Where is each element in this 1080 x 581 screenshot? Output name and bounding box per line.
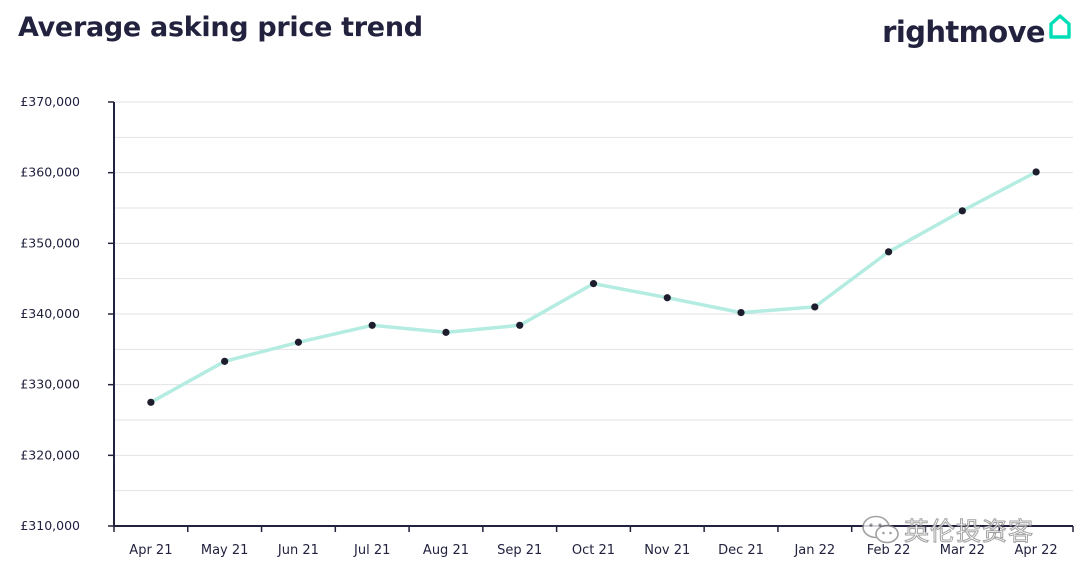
x-tick-label: May 21 [201, 543, 249, 558]
x-tick-labels: Apr 21 May 21 Jun 21 Jul 21 Aug 21 Sep 21 Oct … [129, 543, 1057, 558]
data-point [737, 308, 745, 317]
data-point [221, 357, 229, 365]
x-tick-label: Nov 21 [644, 543, 690, 558]
y-tick-label: £370,000 [20, 94, 80, 109]
data-point [147, 398, 155, 406]
rightmove-logo: rightmove [882, 10, 1074, 54]
watermark-text: 英伦投资客 [903, 517, 1035, 547]
y-tick-label: £330,000 [20, 377, 80, 392]
data-point [442, 328, 450, 336]
y-tick-label: £360,000 [20, 165, 80, 180]
y-tick-label: £320,000 [20, 447, 80, 462]
logo-text: rightmove [882, 15, 1045, 49]
data-point [958, 207, 966, 215]
data-point [811, 303, 819, 311]
x-tick-label: Jul 21 [353, 543, 390, 558]
chart-title: Average asking price trend [18, 12, 423, 43]
x-tick-label: Apr 22 [1015, 543, 1058, 558]
data-point [663, 294, 671, 302]
data-point [884, 248, 893, 256]
y-tick-labels: £310,000 £320,000 £330,000 £340,000 £350,000… [20, 94, 80, 533]
grid-lines [114, 101, 1073, 492]
y-tick-label: £340,000 [20, 306, 80, 321]
x-tick-label: Aug 21 [423, 543, 469, 558]
x-tick-label: Feb 22 [867, 543, 911, 558]
wechat-watermark: 英伦投资客 [860, 512, 1034, 548]
data-point [294, 338, 303, 346]
data-point [1032, 168, 1040, 176]
x-tick-label: Mar 22 [940, 543, 985, 558]
data-points [147, 168, 1040, 406]
house-outline-icon [1049, 14, 1071, 39]
x-tick-label: Jan 22 [793, 543, 835, 558]
wechat-icon [862, 515, 899, 544]
x-tick-label: Sep 21 [497, 543, 542, 558]
x-tick-label: Apr 21 [129, 543, 172, 558]
x-tick-label: Dec 21 [718, 543, 764, 558]
y-tick-label: £350,000 [20, 235, 80, 250]
data-point [589, 280, 598, 288]
axes [108, 101, 1074, 532]
x-tick-label: Oct 21 [572, 543, 615, 558]
data-point [368, 321, 376, 329]
x-tick-label: Jun 21 [277, 543, 319, 558]
data-point [516, 321, 524, 329]
y-tick-label: £310,000 [20, 518, 80, 533]
